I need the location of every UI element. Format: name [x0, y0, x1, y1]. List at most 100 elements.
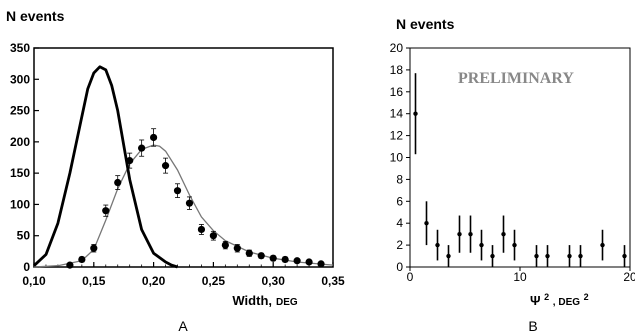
chart-a-point-marker: [221, 241, 229, 249]
chart-a-point-marker: [78, 255, 86, 264]
chart-b-ytick-label: 12: [390, 129, 404, 143]
chart-b-data-point: [435, 229, 440, 261]
chart-b-data-point: [578, 245, 583, 267]
chart-a-point-marker: [173, 187, 182, 195]
chart-b-xtick-label: 10: [513, 270, 527, 284]
chart-a-ytick-label: 300: [10, 72, 30, 86]
chart-b-data-point: [501, 215, 506, 253]
chart-a-data-point: [138, 139, 146, 157]
chart-a-point-marker: [185, 199, 194, 207]
chart-b-xtick-label: 0: [407, 270, 414, 284]
chart-a-data-point: [102, 204, 110, 217]
chart-b-point-marker: [468, 231, 473, 237]
chart-a-data-point: [126, 152, 134, 169]
chart-b-ytick-label: 14: [390, 107, 404, 121]
chart-a-ylabel: N events: [6, 8, 65, 24]
chart-a-series-curve-line: [33, 65, 178, 269]
chart-a-plot-frame: [33, 47, 334, 268]
chart-a-xtick-label: 0,25: [202, 274, 226, 288]
chart-b-point-marker: [534, 253, 539, 259]
chart-a-series-fit-line: [33, 144, 334, 268]
chart-a-data-point: [257, 252, 265, 260]
chart-a-data-point: [66, 261, 74, 269]
chart-b-panel-label: B: [528, 318, 537, 334]
chart-b-ytick-label: 2: [396, 238, 403, 252]
chart-b-data-point: [446, 245, 451, 267]
chart-b-annotation: PRELIMINARY: [458, 70, 574, 87]
chart-a-point-marker: [150, 133, 158, 142]
chart-a-xtick-label: 0,30: [262, 274, 286, 288]
chart-b-xlabel-unit: , DEG: [553, 297, 580, 308]
chart-a-point-marker: [138, 144, 146, 152]
chart-b: N events 0 2 4 6 8 10 12 14 16 18 20 0 10 20 PRELIMI…: [390, 16, 635, 334]
chart-a-point-marker: [281, 255, 289, 264]
chart-a-point-marker: [161, 162, 170, 170]
chart-a-data-point: [245, 249, 253, 257]
chart-b-point-marker: [578, 253, 583, 259]
chart-a-xtick-label: 0,20: [142, 274, 166, 288]
chart-b-ytick-label: 16: [390, 85, 404, 99]
chart-a-data-point: [150, 128, 158, 147]
chart-b-data-point: [479, 229, 484, 261]
chart-a: N events 0 50 100 150 200 250 300 350 0,10 0,15 0…: [6, 8, 345, 334]
chart-b-ytick-label: 6: [396, 194, 403, 208]
chart-b-point-marker: [413, 111, 418, 116]
chart-b-point-marker: [490, 253, 495, 259]
chart-b-ylabel: N events: [396, 16, 455, 32]
chart-a-data-point: [317, 260, 325, 268]
chart-a-ytick-label: 350: [10, 41, 30, 55]
chart-b-data-point: [457, 215, 462, 253]
chart-b-ytick-label: 18: [390, 63, 404, 77]
chart-a-data-point: [305, 258, 313, 266]
chart-b-data-point: [600, 229, 605, 261]
chart-a-point-marker: [233, 244, 241, 252]
chart-b-xlabel-main: Ψ: [530, 293, 541, 308]
chart-b-xlabel-unit-sup: 2: [584, 292, 589, 302]
chart-a-xlabel: Width,: [232, 293, 272, 308]
chart-a-xtick-label: 0,10: [22, 274, 46, 288]
chart-a-ytick-label: 50: [17, 229, 31, 243]
chart-a-point-marker: [114, 178, 122, 187]
chart-a-ytick-label: 250: [10, 104, 30, 118]
chart-a-data-point: [78, 255, 86, 264]
chart-a-data-point: [281, 255, 289, 264]
chart-b-data-point: [468, 215, 473, 253]
chart-a-point-marker: [197, 225, 206, 234]
chart-a-panel-label: A: [178, 318, 188, 334]
chart-b-data-point: [545, 245, 550, 267]
chart-b-data-point: [534, 245, 539, 267]
chart-a-data-point: [173, 183, 182, 198]
chart-b-point-marker: [435, 242, 440, 248]
chart-a-point-marker: [317, 260, 325, 268]
chart-b-xtick-label: 20: [623, 270, 635, 284]
chart-a-xtick-label: 0,35: [321, 274, 345, 288]
chart-a-point-marker: [245, 249, 253, 257]
chart-b-ytick-label: 20: [390, 41, 404, 55]
chart-b-ytick-label: 8: [396, 172, 403, 186]
chart-b-xlabel-sup: 2: [544, 292, 549, 302]
chart-a-data-point: [90, 244, 98, 253]
chart-a-data-point: [221, 240, 229, 250]
chart-a-xlabel-unit: DEG: [276, 297, 298, 308]
chart-a-ytick-label: 150: [10, 166, 30, 180]
chart-b-data-point: [413, 73, 418, 155]
chart-a-xtick-label: 0,15: [82, 274, 106, 288]
chart-a-data-point: [293, 257, 301, 265]
chart-a-point-marker: [90, 244, 98, 252]
chart-b-point-marker: [424, 221, 429, 226]
chart-b-ytick-label: 4: [396, 216, 403, 230]
chart-b-point-marker: [567, 253, 572, 259]
chart-b-data-point: [567, 245, 572, 267]
chart-b-point-marker: [501, 231, 506, 237]
chart-a-ytick-label: 100: [10, 197, 30, 211]
chart-b-xlabel: Ψ 2 , DEG 2: [530, 288, 589, 308]
chart-b-data-point: [622, 245, 627, 267]
chart-a-point-marker: [209, 232, 217, 240]
chart-a-ytick-label: 200: [10, 135, 30, 149]
chart-a-data-point: [114, 175, 122, 190]
chart-a-data-point: [269, 254, 277, 262]
chart-a-point-marker: [293, 257, 301, 265]
chart-b-data-point: [512, 229, 517, 261]
chart-a-ytick-label: 0: [23, 260, 30, 274]
